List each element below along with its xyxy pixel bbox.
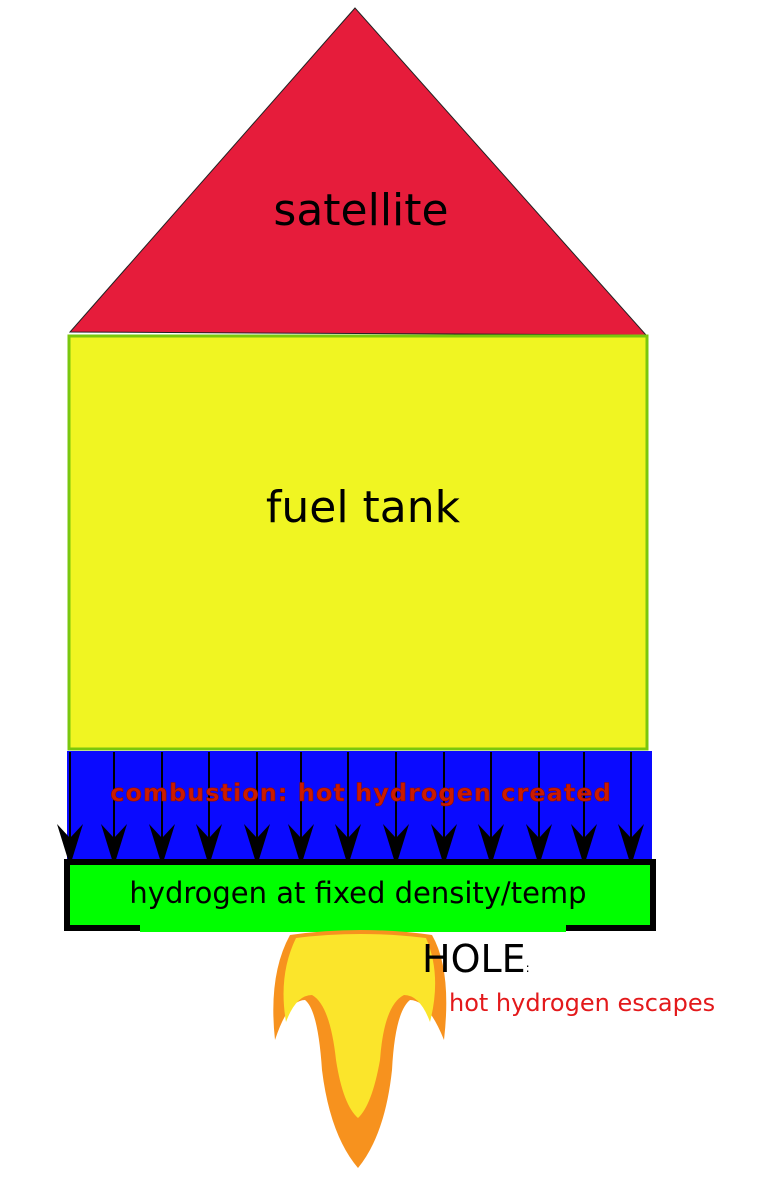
chamber-label: hydrogen at fixed density/temp (129, 876, 586, 910)
nozzle-opening (140, 924, 566, 932)
arrow-head (57, 824, 83, 866)
flame-icon (273, 930, 447, 1168)
satellite-label: satellite (273, 185, 448, 236)
arrow-head (288, 824, 314, 866)
arrow-head (149, 824, 175, 866)
fuel-tank (67, 334, 649, 751)
arrow-head (571, 824, 597, 866)
arrow-head (101, 824, 127, 866)
arrow-head (335, 824, 361, 866)
hydrogen-chamber (64, 859, 656, 931)
hole-colon: : (526, 961, 530, 975)
escape-label: hot hydrogen escapes (449, 989, 715, 1017)
fuel-tank-label: fuel tank (266, 482, 461, 533)
hole-text: HOLE (422, 937, 526, 981)
arrow-head (244, 824, 270, 866)
arrow-head (618, 824, 644, 866)
combustion-label: combustion: hot hydrogen created (110, 779, 612, 807)
arrow-head (196, 824, 222, 866)
arrow-down-icon (57, 752, 644, 866)
arrow-head (431, 824, 457, 866)
satellite-shape (68, 7, 648, 336)
arrow-head (478, 824, 504, 866)
arrow-head (383, 824, 409, 866)
hole-label: HOLE: (422, 937, 530, 981)
arrow-head (526, 824, 552, 866)
